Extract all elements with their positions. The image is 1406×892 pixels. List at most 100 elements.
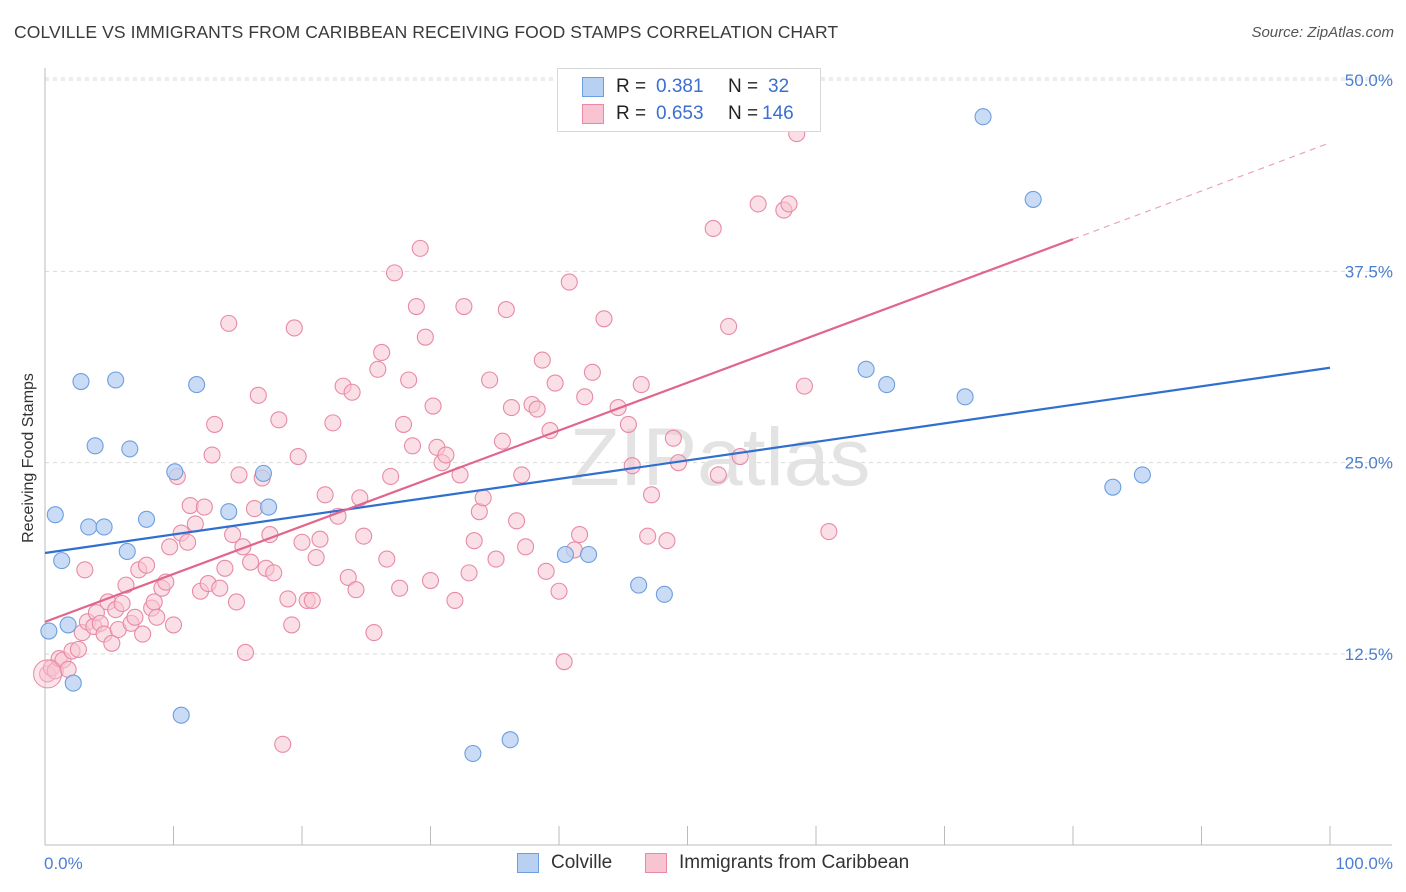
n-label: N = — [728, 103, 759, 124]
colville-point — [53, 552, 71, 570]
caribbean-point — [303, 591, 321, 609]
caribbean-point — [455, 297, 473, 316]
caribbean-point — [211, 579, 229, 597]
colville-point — [1104, 478, 1122, 496]
caribbean-points — [33, 125, 838, 753]
caribbean-point — [161, 538, 179, 556]
colville-point — [107, 371, 125, 389]
caribbean-point — [164, 616, 183, 634]
colville-point — [974, 108, 992, 126]
caribbean-point — [416, 328, 434, 346]
colville-swatch — [517, 853, 539, 873]
caribbean-point — [555, 653, 573, 671]
caribbean-point — [355, 527, 373, 545]
caribbean-point — [664, 429, 682, 447]
caribbean-point — [639, 527, 657, 545]
colville-point — [118, 542, 136, 560]
caribbean-point — [497, 301, 515, 319]
caribbean-point — [220, 314, 238, 332]
colville-swatch — [582, 77, 604, 97]
caribbean-point — [270, 411, 288, 429]
colville-trend-line — [44, 366, 1331, 555]
caribbean-point — [265, 564, 283, 582]
caribbean-point — [487, 550, 505, 568]
caribbean-point — [795, 377, 813, 395]
caribbean-point — [195, 498, 213, 516]
caribbean-point — [749, 195, 767, 213]
caribbean-point — [113, 594, 131, 613]
colville-point — [166, 463, 184, 481]
caribbean-point — [528, 400, 546, 418]
colville-point — [1024, 190, 1042, 208]
caribbean-point — [179, 533, 197, 551]
y-tick-label: 37.5% — [1345, 262, 1393, 281]
caribbean-point — [642, 486, 661, 504]
colville-point — [464, 744, 482, 763]
caribbean-point — [720, 317, 738, 335]
caribbean-point — [339, 568, 357, 587]
caribbean-point — [279, 590, 297, 608]
y-tick-labels: 12.5% 25.0% 37.5% 50.0% — [1345, 71, 1393, 664]
caribbean-point — [134, 625, 152, 643]
caribbean-point — [481, 371, 499, 389]
caribbean-point — [137, 556, 156, 574]
n-value: 32 — [768, 76, 790, 97]
colville-point — [40, 622, 58, 640]
caribbean-point — [550, 582, 568, 600]
x-tick-labels: 0.0% 100.0% — [44, 854, 1393, 873]
caribbean-point — [465, 532, 483, 550]
caribbean-point — [780, 195, 798, 213]
caribbean-point — [289, 447, 307, 466]
caribbean-trend-extension — [1072, 142, 1331, 240]
caribbean-point — [69, 640, 87, 658]
caribbean-point — [619, 415, 637, 433]
colville-point — [630, 576, 648, 594]
series-legend: Colville Immigrants from Caribbean — [0, 852, 1406, 878]
caribbean-swatch — [645, 853, 667, 873]
caribbean-point — [343, 383, 361, 401]
caribbean-point — [245, 500, 264, 518]
legend-item-caribbean: Immigrants from Caribbean — [645, 852, 909, 874]
caribbean-point — [230, 466, 248, 484]
caribbean-point — [227, 593, 246, 611]
caribbean-point — [709, 466, 727, 484]
colville-point — [59, 616, 77, 634]
colville-point — [95, 518, 113, 536]
caribbean-point — [351, 489, 369, 507]
y-tick-label: 50.0% — [1345, 71, 1393, 90]
legend-label-caribbean: Immigrants from Caribbean — [679, 852, 910, 873]
caribbean-point — [658, 532, 676, 550]
caribbean-point — [403, 437, 422, 455]
colville-point — [172, 706, 190, 724]
caribbean-point — [216, 559, 234, 577]
axes — [44, 68, 1392, 846]
caribbean-point — [293, 533, 311, 551]
caribbean-point — [513, 466, 531, 484]
colville-point — [580, 545, 598, 564]
caribbean-point — [391, 579, 409, 597]
y-tick-label: 25.0% — [1345, 454, 1393, 473]
chart-title: COLVILLE VS IMMIGRANTS FROM CARIBBEAN RE… — [14, 22, 839, 42]
legend-item-colville: Colville — [517, 852, 612, 874]
r-label: R = — [616, 76, 647, 97]
caribbean-point — [407, 297, 425, 316]
x-tick-label: 0.0% — [44, 854, 83, 873]
colville-point — [556, 545, 574, 564]
caribbean-point — [576, 388, 594, 406]
caribbean-point — [236, 643, 255, 662]
caribbean-point — [382, 467, 400, 485]
caribbean-point — [571, 526, 589, 544]
caribbean-point — [385, 264, 404, 282]
colville-point — [254, 464, 273, 482]
caribbean-point — [242, 553, 260, 571]
caribbean-point — [311, 530, 329, 548]
colville-point — [655, 585, 673, 603]
caribbean-point — [76, 561, 94, 579]
legend-label-colville: Colville — [551, 852, 613, 873]
caribbean-point — [316, 486, 334, 504]
caribbean-point — [365, 624, 383, 642]
caribbean-trend-line — [44, 238, 1074, 623]
x-tick-label: 100.0% — [1335, 854, 1393, 873]
r-label: R = — [616, 103, 647, 124]
